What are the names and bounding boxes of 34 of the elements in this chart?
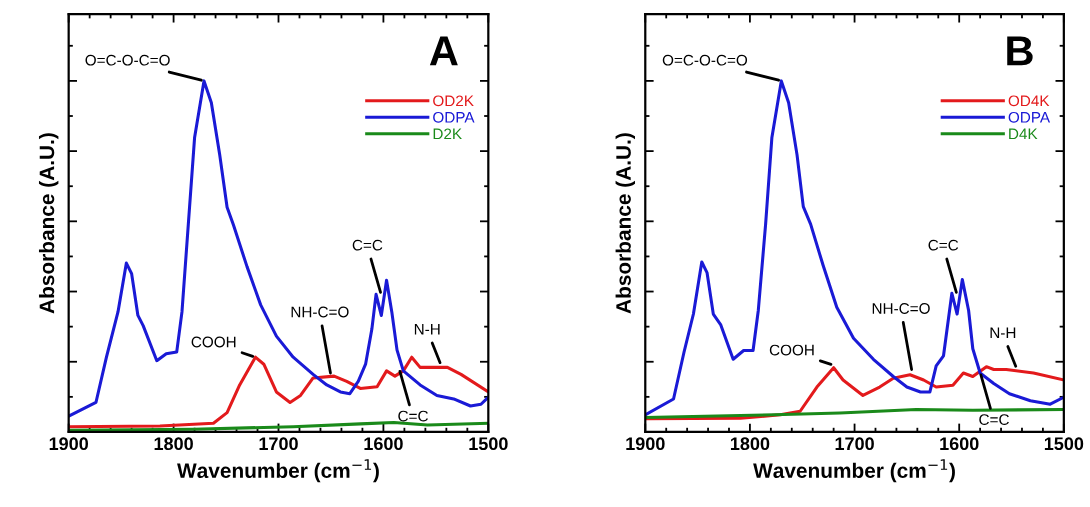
annotation: NH-C=O	[291, 306, 349, 318]
x-tick-label: 1900	[626, 437, 665, 451]
annotation: O=C-O-C=O	[85, 54, 170, 66]
x-tick-label: 1500	[469, 437, 508, 451]
annotation: COOH	[191, 336, 236, 348]
annotation: C=C	[398, 410, 428, 422]
x-tick-label: 1600	[940, 437, 979, 451]
x-axis-title: Wavenumber (cm$^{−1}$)	[177, 459, 379, 483]
x-tick-label: 1900	[49, 437, 89, 451]
text: B	[1007, 36, 1033, 66]
x-tick-label: 1700	[259, 437, 298, 451]
x-tick-label: 1700	[835, 437, 874, 451]
x-tick-label: 1500	[1044, 437, 1084, 451]
y-axis-title: Absorbance (A.U.)	[38, 133, 59, 314]
annotation: O=C-O-C=O	[662, 54, 748, 66]
x-axis-title: Wavenumber (cm$^{−1}$)	[753, 459, 955, 483]
annotation: N-H	[990, 327, 1016, 338]
legend-label: OD4K	[1008, 95, 1050, 107]
legend-label: OD2K	[433, 95, 474, 107]
y-axis-title: Absorbance (A.U.)	[615, 133, 635, 314]
x-tick-label: 1800	[154, 437, 193, 451]
annotation: C=C	[928, 239, 959, 251]
annotation: C=C	[352, 239, 383, 251]
x-tick-label: 1800	[730, 437, 770, 451]
legend-label: ODPA	[433, 111, 475, 123]
text: A	[429, 36, 458, 66]
annotation: COOH	[769, 344, 814, 356]
legend-label: ODPA	[1008, 111, 1051, 123]
x-tick-label: 1600	[364, 437, 403, 451]
annotation: C=C	[979, 414, 1009, 425]
legend-label: D4K	[1009, 128, 1038, 140]
legend-label: D2K	[433, 128, 462, 140]
annotation: N-H	[414, 323, 440, 335]
annotation: NH-C=O	[872, 303, 930, 314]
